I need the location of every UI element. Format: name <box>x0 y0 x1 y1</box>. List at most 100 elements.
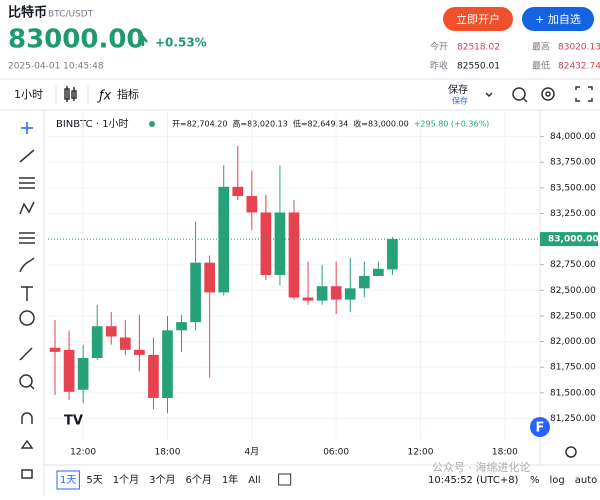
candle-body <box>134 349 145 355</box>
range-button[interactable]: 1年 <box>222 473 238 486</box>
range-active <box>56 470 80 490</box>
range-button[interactable]: 1个月 <box>113 474 139 486</box>
x-tick-label: 12:00 <box>408 448 434 458</box>
candle-body <box>260 212 272 275</box>
y-tick-label: 82,000.00 <box>550 337 596 347</box>
range-button[interactable]: 5天 <box>86 475 102 486</box>
tv-logo: TV <box>64 414 83 429</box>
stat-label: 最低 <box>532 60 550 72</box>
candle-body <box>162 330 173 398</box>
candle-body <box>246 196 258 213</box>
asset-name: 比特币 <box>8 5 47 21</box>
legend-item: 低=82,649.34 <box>293 119 348 129</box>
candle-body <box>373 268 384 276</box>
x-tick-label: 06:00 <box>323 448 349 458</box>
candle-body <box>190 262 201 323</box>
x-tick-label: 4月 <box>244 447 259 458</box>
indicators[interactable]: 指标 <box>117 87 139 101</box>
stat-value: 83020.13 <box>558 43 600 53</box>
x-tick-label: 18:00 <box>492 448 518 458</box>
button-label: + 加自选 <box>535 13 581 26</box>
fullscreen-icon[interactable] <box>575 86 593 102</box>
x-tick-label: 18:00 <box>155 448 181 458</box>
price-tag <box>540 232 598 247</box>
legend-item: 开=82,704.20 <box>172 120 227 129</box>
candle-body <box>49 347 61 352</box>
candle-body <box>302 297 314 301</box>
dropdown-icon[interactable] <box>485 92 493 98</box>
y-tick-label: 81,750.00 <box>550 363 596 373</box>
asset-pair: BTC/USDT <box>48 10 94 20</box>
candle-body <box>105 326 117 337</box>
footer: 1天 5天 1个月 3个月 6个月 1年 All% log auto <box>56 470 598 490</box>
price-tag-label: 83,000.00 <box>548 235 599 245</box>
candle-body <box>274 212 286 275</box>
symbol: BINBTC · 1小时 <box>56 118 129 130</box>
legend-item: 高=83,020.13 <box>232 119 287 129</box>
change: +0.53% <box>155 36 207 50</box>
stat-value: 82518.02 <box>457 43 500 53</box>
y-tick-label: 83,250.00 <box>550 209 596 219</box>
scale-button[interactable]: auto <box>575 475 598 486</box>
y-tick-label: 81,500.00 <box>550 388 596 398</box>
settings-icon[interactable] <box>541 87 555 101</box>
plot: 84,000.00 83,750.00 83,500.00 83,250.00 82,7… <box>48 112 599 458</box>
x-tick-label: 12:00 <box>70 448 96 458</box>
watermark: 公众号 · 海绵进化论 <box>432 460 531 474</box>
candle-body <box>288 212 300 298</box>
save[interactable]: 保存 <box>448 83 468 96</box>
range-button[interactable]: 1天 <box>60 475 76 486</box>
stat-value: 82550.01 <box>457 62 500 72</box>
candle-body <box>77 358 89 390</box>
candle-body <box>232 186 244 197</box>
timestamp: 2025-04-01 10:45:48 <box>8 62 104 72</box>
left-tools[interactable] <box>19 122 35 479</box>
range-button[interactable]: All <box>248 475 260 486</box>
candle-body <box>63 349 75 392</box>
y-tick-label: 82,500.00 <box>550 286 596 296</box>
f-icon[interactable] <box>530 417 550 437</box>
candle-body <box>218 186 230 293</box>
stat-label: 昨收 <box>430 60 448 72</box>
watchlist-button[interactable] <box>522 7 594 31</box>
up-arrow <box>138 34 148 46</box>
compare-icon[interactable] <box>278 473 292 486</box>
stat-label: 今开 <box>430 41 448 53</box>
candle-body <box>204 262 215 293</box>
range-button[interactable]: 3个月 <box>149 474 175 486</box>
y-tick-label: 82,750.00 <box>550 260 596 270</box>
candle-icon[interactable] <box>64 86 77 102</box>
candle-body <box>119 337 131 350</box>
axis-settings[interactable] <box>565 446 577 458</box>
candle-body <box>330 286 342 300</box>
scale-button[interactable]: % <box>530 475 540 486</box>
scale-button[interactable]: log <box>550 475 565 486</box>
candle-body <box>358 276 370 289</box>
price: 83000.00 <box>8 25 145 55</box>
status-dot <box>149 121 155 127</box>
y-tick-label: 83,750.00 <box>550 158 596 168</box>
legend-item: +295.80 (+0.36%) <box>414 120 490 129</box>
stat-label: 最高 <box>532 41 550 53</box>
f-icon-label: F <box>536 421 545 436</box>
candle-body <box>176 322 187 331</box>
interval[interactable]: 1小时 <box>14 88 43 101</box>
candle-body <box>344 288 356 300</box>
button-label: 立即开户 <box>456 12 500 26</box>
clock: 10:45:52 (UTC+8) <box>428 475 519 486</box>
save-sub: 保存 <box>452 96 468 106</box>
open-account-button[interactable] <box>443 7 513 31</box>
range-button[interactable]: 6个月 <box>186 474 212 486</box>
candle-body <box>148 354 159 398</box>
y-tick-label: 82,250.00 <box>550 311 596 321</box>
alert-icon[interactable] <box>512 87 528 103</box>
fx-icon[interactable]: ƒx <box>96 89 112 104</box>
candle-body <box>316 286 328 301</box>
y-tick-label: 84,000.00 <box>550 132 596 142</box>
candle-body <box>91 326 103 358</box>
ohlc-legend: 开=82,704.20 高=83,020.13 低=82,649.34 收=83,00… <box>172 119 489 129</box>
y-tick-label: 81,250.00 <box>550 414 596 424</box>
